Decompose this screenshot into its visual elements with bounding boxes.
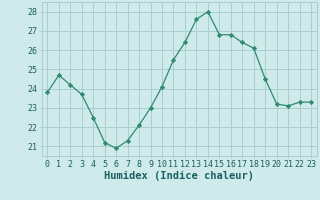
X-axis label: Humidex (Indice chaleur): Humidex (Indice chaleur) [104, 171, 254, 181]
